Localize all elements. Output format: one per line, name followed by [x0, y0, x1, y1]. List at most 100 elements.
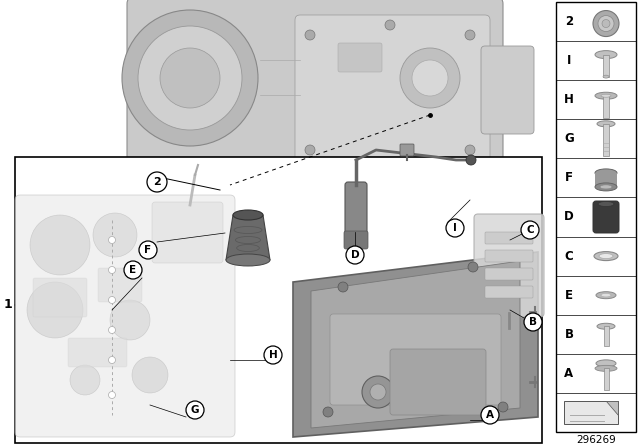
Circle shape	[305, 145, 315, 155]
Polygon shape	[311, 261, 520, 428]
Circle shape	[122, 10, 258, 146]
Circle shape	[338, 282, 348, 292]
Polygon shape	[564, 401, 618, 424]
FancyBboxPatch shape	[338, 43, 382, 72]
Circle shape	[139, 241, 157, 259]
Text: B: B	[564, 328, 573, 341]
Circle shape	[109, 297, 115, 303]
Text: A: A	[486, 410, 494, 420]
Circle shape	[446, 219, 464, 237]
Ellipse shape	[599, 254, 613, 258]
Ellipse shape	[601, 293, 611, 297]
FancyBboxPatch shape	[481, 46, 534, 134]
Text: B: B	[529, 317, 537, 327]
Circle shape	[465, 145, 475, 155]
Ellipse shape	[233, 210, 263, 220]
Ellipse shape	[595, 183, 617, 191]
Bar	[604, 326, 609, 346]
Bar	[603, 124, 609, 156]
FancyBboxPatch shape	[127, 0, 503, 167]
Circle shape	[370, 384, 386, 400]
Circle shape	[602, 20, 610, 27]
Polygon shape	[606, 401, 618, 415]
FancyBboxPatch shape	[390, 349, 486, 415]
Circle shape	[305, 30, 315, 40]
Ellipse shape	[595, 51, 617, 59]
Circle shape	[109, 357, 115, 363]
Text: 296269: 296269	[576, 435, 616, 445]
Circle shape	[346, 246, 364, 264]
Text: A: A	[564, 367, 573, 380]
Text: G: G	[564, 132, 574, 145]
Ellipse shape	[600, 185, 612, 189]
Bar	[604, 368, 609, 390]
Bar	[15, 157, 542, 443]
FancyBboxPatch shape	[15, 195, 235, 437]
Ellipse shape	[603, 75, 609, 78]
FancyBboxPatch shape	[474, 214, 544, 317]
FancyBboxPatch shape	[593, 201, 619, 233]
Circle shape	[138, 26, 242, 130]
Circle shape	[412, 60, 448, 96]
Circle shape	[132, 357, 168, 393]
Circle shape	[400, 48, 460, 108]
FancyBboxPatch shape	[98, 268, 142, 302]
Ellipse shape	[594, 252, 618, 261]
Ellipse shape	[597, 121, 615, 127]
Text: 1: 1	[4, 298, 12, 311]
Circle shape	[109, 267, 115, 273]
Text: H: H	[564, 93, 574, 106]
Circle shape	[323, 407, 333, 417]
Bar	[603, 96, 609, 118]
Text: E: E	[565, 289, 573, 302]
FancyBboxPatch shape	[68, 338, 127, 367]
Circle shape	[110, 300, 150, 340]
Ellipse shape	[595, 366, 617, 371]
Ellipse shape	[598, 202, 614, 207]
Ellipse shape	[597, 323, 615, 329]
FancyBboxPatch shape	[485, 268, 533, 280]
Circle shape	[524, 313, 542, 331]
Text: F: F	[145, 245, 152, 255]
Circle shape	[186, 401, 204, 419]
Text: D: D	[564, 211, 574, 224]
FancyBboxPatch shape	[330, 314, 501, 405]
Circle shape	[385, 20, 395, 30]
Circle shape	[598, 16, 614, 31]
FancyBboxPatch shape	[485, 286, 533, 298]
Circle shape	[593, 11, 619, 37]
Circle shape	[93, 213, 137, 257]
Polygon shape	[293, 252, 538, 437]
Text: F: F	[565, 172, 573, 185]
Text: C: C	[526, 225, 534, 235]
Text: H: H	[269, 350, 277, 360]
Text: E: E	[129, 265, 136, 275]
Circle shape	[124, 261, 142, 279]
Ellipse shape	[226, 254, 270, 266]
FancyBboxPatch shape	[485, 250, 533, 262]
Text: G: G	[191, 405, 199, 415]
Ellipse shape	[601, 94, 611, 97]
Circle shape	[465, 30, 475, 40]
Circle shape	[27, 282, 83, 338]
Text: I: I	[567, 54, 571, 67]
Circle shape	[160, 48, 220, 108]
Text: 2: 2	[565, 15, 573, 28]
Circle shape	[521, 221, 539, 239]
Circle shape	[466, 155, 476, 165]
Ellipse shape	[595, 92, 617, 99]
Text: 2: 2	[153, 177, 161, 187]
Circle shape	[109, 392, 115, 399]
Text: I: I	[453, 223, 457, 233]
Polygon shape	[226, 215, 270, 260]
Ellipse shape	[596, 360, 616, 367]
Text: D: D	[351, 250, 359, 260]
Ellipse shape	[595, 169, 617, 177]
Circle shape	[481, 406, 499, 424]
FancyBboxPatch shape	[295, 15, 490, 165]
FancyBboxPatch shape	[400, 144, 414, 156]
Circle shape	[70, 365, 100, 395]
Text: C: C	[564, 250, 573, 263]
Circle shape	[30, 215, 90, 275]
FancyBboxPatch shape	[345, 182, 367, 238]
